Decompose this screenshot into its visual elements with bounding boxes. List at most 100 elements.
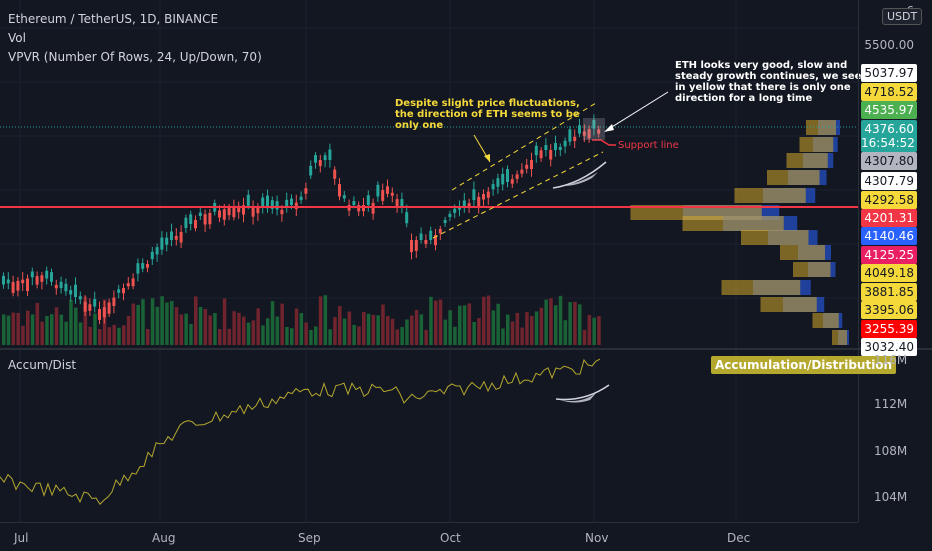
symbol-title[interactable]: Ethereum / TetherUS, 1D, BINANCE	[8, 12, 219, 26]
volume-bar	[35, 302, 40, 345]
volume-bar	[261, 325, 265, 345]
volume-indicator-label[interactable]: Vol	[8, 31, 26, 45]
volume-bar	[74, 307, 78, 345]
candle-body	[88, 304, 92, 311]
candle-body	[443, 219, 447, 223]
volume-bar	[107, 327, 112, 345]
candle-body	[78, 296, 82, 300]
price-tag: 4049.18	[861, 264, 917, 282]
candle-body	[218, 210, 221, 218]
candle-body	[270, 200, 274, 209]
candle-body	[539, 150, 543, 159]
support-line-label[interactable]: Support line	[618, 140, 679, 151]
white-annotation[interactable]: ETH looks very good, slow and steady gro…	[675, 60, 861, 104]
channel-lower	[432, 151, 604, 239]
time-axis[interactable]: Jul Aug Sep Oct Nov Dec	[0, 522, 858, 551]
volume-bar	[558, 295, 563, 345]
volume-bar	[338, 306, 342, 345]
candle-body	[299, 196, 303, 201]
candle-body	[554, 143, 557, 150]
volume-bar	[371, 314, 376, 345]
profile-row-down	[832, 330, 847, 345]
candle-body	[558, 146, 562, 150]
candle-body	[35, 276, 39, 285]
volume-bar	[563, 320, 568, 345]
time-tick: Sep	[298, 531, 321, 545]
candle-body	[568, 129, 572, 142]
volume-bar	[534, 311, 539, 345]
volume-profile	[630, 120, 849, 345]
indicator-tick: 104M	[874, 490, 908, 504]
volume-bars	[2, 295, 601, 345]
volume-bar	[453, 326, 457, 345]
volume-bar	[179, 314, 184, 345]
volume-bar	[578, 304, 582, 345]
currency-button[interactable]: USDT	[882, 8, 923, 25]
volume-bar	[174, 307, 179, 345]
price-tag: 4125.25	[861, 246, 917, 264]
candle-body	[482, 194, 485, 200]
candle-body	[352, 201, 356, 205]
profile-row-down	[780, 245, 825, 260]
volume-bar	[266, 318, 270, 345]
volume-bar	[429, 296, 433, 345]
yellow-annotation[interactable]: Despite slight price fluctuations, the d…	[395, 98, 580, 131]
candle-body	[424, 240, 428, 244]
volume-bar	[467, 303, 472, 345]
candle-body	[45, 270, 49, 279]
price-tag: 3032.40	[861, 338, 917, 356]
candle-body	[146, 264, 149, 268]
indicator-title[interactable]: Accum/Dist	[8, 358, 77, 372]
volume-bar	[395, 329, 400, 345]
candle-body	[458, 206, 461, 210]
candle-body	[405, 212, 409, 224]
volume-bar	[515, 312, 520, 345]
chart-grid	[0, 0, 858, 522]
candle-body	[563, 140, 567, 147]
volume-bar	[69, 299, 73, 345]
candle-body	[477, 196, 481, 207]
candle-body	[314, 155, 317, 163]
candle-body	[338, 184, 341, 197]
candle-body	[83, 301, 87, 312]
volume-bar	[160, 296, 164, 345]
volume-bar	[491, 310, 496, 345]
candle-body	[170, 231, 173, 240]
channel-upper	[451, 102, 597, 191]
candle-body	[592, 119, 596, 129]
white-annotation-line: direction for a long time	[675, 93, 813, 104]
volume-bar	[270, 301, 275, 345]
volume-bar	[290, 328, 294, 345]
candle-body	[98, 309, 101, 320]
volume-bar	[582, 329, 587, 345]
price-tag: 3881.85	[861, 283, 917, 301]
price-tag: 3395.06	[861, 301, 917, 319]
volume-bar	[525, 312, 529, 345]
candle-body	[122, 288, 125, 294]
indicator-tick: 116M	[874, 353, 908, 367]
volume-bar	[448, 310, 452, 345]
candle-body	[30, 271, 34, 278]
volume-bar	[424, 329, 428, 345]
pane-separator[interactable]	[0, 348, 932, 350]
candle-body	[309, 165, 313, 176]
volume-bar	[496, 303, 500, 345]
volume-bar	[98, 329, 102, 345]
volume-bar	[438, 299, 443, 345]
candle-body	[194, 220, 197, 229]
vpvr-indicator-label[interactable]: VPVR (Number Of Rows, 24, Up/Down, 70)	[8, 50, 262, 64]
volume-bar	[333, 317, 337, 345]
candle-body	[376, 184, 380, 197]
yellow-arrowhead	[484, 154, 490, 162]
volume-bar	[501, 328, 505, 345]
volume-bar	[347, 311, 352, 345]
volume-bar	[59, 314, 64, 345]
profile-row-down	[741, 230, 809, 245]
volume-bar	[256, 308, 260, 345]
candle-body	[544, 145, 548, 150]
price-chart[interactable]	[0, 0, 858, 522]
time-tick: Oct	[440, 531, 461, 545]
profile-row-down	[767, 170, 820, 185]
price-tag: 4376.60	[861, 120, 917, 138]
volume-bar	[434, 300, 438, 345]
